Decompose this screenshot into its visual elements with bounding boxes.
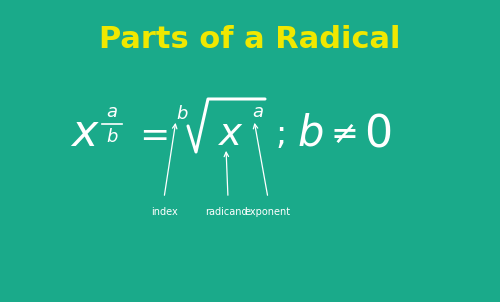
Text: $b$: $b$ bbox=[106, 128, 118, 146]
Text: $\neq$: $\neq$ bbox=[324, 117, 356, 150]
Text: $b$: $b$ bbox=[297, 113, 323, 155]
Text: $x$: $x$ bbox=[217, 115, 243, 153]
Text: index: index bbox=[150, 207, 178, 217]
Text: $;$: $;$ bbox=[276, 117, 284, 150]
Text: radicand: radicand bbox=[204, 207, 248, 217]
Text: $b$: $b$ bbox=[176, 105, 188, 123]
Text: exponent: exponent bbox=[245, 207, 291, 217]
Text: $a$: $a$ bbox=[252, 103, 264, 121]
Text: $=$: $=$ bbox=[132, 117, 168, 151]
Text: Parts of a Radical: Parts of a Radical bbox=[99, 25, 401, 54]
Text: $a$: $a$ bbox=[106, 103, 118, 121]
Text: $0$: $0$ bbox=[364, 113, 392, 156]
Text: $x$: $x$ bbox=[70, 113, 100, 156]
